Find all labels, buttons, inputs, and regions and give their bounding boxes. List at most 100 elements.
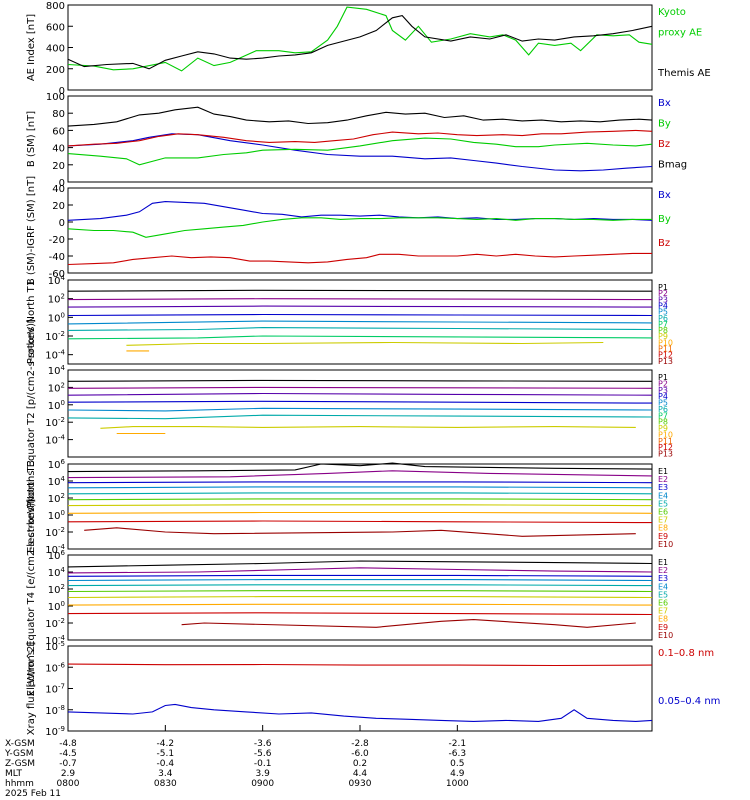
panel-6-series-e10 <box>84 527 636 537</box>
panel-5-legend-entry: P3 <box>658 386 668 395</box>
panel-4-series-p1 <box>67 289 653 292</box>
panel-4-legend-entry: P6 <box>658 314 668 323</box>
panel-5-legend-entry: P13 <box>658 450 673 459</box>
panel-3-ytick-label: 0 <box>59 218 65 229</box>
panel-7-ylabel: Electrons Equator T4 [e/(cm2-s-sr-keV)] <box>26 499 37 696</box>
panel-8-ylabel: Xray flux [W/m^2] <box>26 642 37 736</box>
panel-6-ytick-label: 106 <box>48 458 66 471</box>
panel-3-legend-entry: By <box>658 214 671 225</box>
panel-4-ylabel: Protons North T1 <box>26 280 37 364</box>
panel-2-series-by <box>67 137 653 166</box>
panel-6-ytick-label: 100 <box>48 509 65 522</box>
panel-1-series-kyoto-proxy-ae <box>67 6 653 72</box>
panel-6-series-e9 <box>67 520 653 524</box>
panel-6-series-e5 <box>67 492 653 495</box>
panel-1-ytick-label: 200 <box>46 65 65 76</box>
x-row-value: -5.6 <box>254 749 272 759</box>
panel-2-series-bx <box>67 133 653 172</box>
panel-3-series-by <box>67 217 652 238</box>
panel-5-series-p2 <box>67 386 653 389</box>
x-row-value: -4.5 <box>59 749 77 759</box>
x-row-label: MLT <box>5 769 23 779</box>
panel-7-series-e7 <box>67 596 653 599</box>
panel-2-legend-entry: Bmag <box>658 160 687 171</box>
panel-7-legend-entry: E4 <box>658 582 668 591</box>
panel-4-legend-entry: P11 <box>658 345 673 354</box>
panel-8-ytick-label: 10-7 <box>45 683 65 696</box>
panel-2-legend-entry: By <box>658 119 671 130</box>
panel-8-ytick-label: 10-9 <box>45 725 65 738</box>
panel-5-legend-entry: P7 <box>658 411 668 420</box>
panel-3-ytick-label: -40 <box>49 252 65 263</box>
panel-4-legend-entry: P13 <box>658 357 673 366</box>
panel-5-legend-entry: P5 <box>658 399 668 408</box>
panel-8-ytick-label: 10-5 <box>45 640 65 653</box>
panel-7-ytick-label: 100 <box>48 600 65 613</box>
panel-4-legend-entry: P8 <box>658 326 668 335</box>
panel-3-ylabel: B (SM)-IGRF (SM) [nT] <box>26 176 37 285</box>
panel-4-series-p3 <box>67 305 653 308</box>
panel-5-series-p4 <box>67 400 653 404</box>
panel-6-legend-entry: E4 <box>658 491 668 500</box>
panel-5-ytick-label: 104 <box>48 364 66 377</box>
panel-7-legend-entry: E7 <box>658 607 668 616</box>
panel-1-legend-entry: Themis AE <box>657 68 711 79</box>
panel-6-series-e6 <box>67 498 653 501</box>
panel-6-series-e3 <box>67 481 653 484</box>
x-row-value: 3.4 <box>158 769 173 779</box>
panel-1-legend-entry: Kyoto <box>658 7 686 18</box>
x-row-value: 4.4 <box>353 769 368 779</box>
panel-5-legend-entry: P12 <box>658 443 673 452</box>
x-row-label: X-GSM <box>5 739 35 749</box>
panel-7-legend-entry: E9 <box>658 623 668 632</box>
x-row-label: hhmm <box>5 779 34 789</box>
panel-6-frame <box>67 463 653 550</box>
panel-6-legend-entry: E7 <box>658 516 668 525</box>
panel-3-frame <box>67 187 653 274</box>
panel-7-legend-entry: E8 <box>658 615 668 624</box>
panel-7-ytick-label: 102 <box>48 583 65 596</box>
x-row-value: -3.6 <box>254 739 272 749</box>
panel-5-series-p5 <box>67 407 653 412</box>
panel-2-ylabel: B (SM) [nT] <box>26 111 37 167</box>
panel-6-legend-entry: E5 <box>658 499 668 508</box>
panel-4-legend-entry: P7 <box>658 320 668 329</box>
x-row-label: Z-GSM <box>5 759 35 769</box>
panel-5-frame <box>67 369 653 458</box>
panel-8-series-0-1-0-8-nm <box>67 663 653 667</box>
panel-5-legend-entry: P1 <box>658 373 668 382</box>
panel-5-ytick-label: 10-2 <box>45 416 65 429</box>
x-row-value: -2.1 <box>449 739 467 749</box>
x-row-value: 1000 <box>446 779 469 789</box>
x-row-value: -0.4 <box>157 759 175 769</box>
panel-3-ytick-label: -60 <box>49 269 65 280</box>
panel-7-ytick-label: 106 <box>48 549 66 562</box>
x-row-value: -2.8 <box>351 739 369 749</box>
panel-4-series-p7 <box>67 335 653 340</box>
panel-3-ytick-label: -20 <box>49 235 65 246</box>
panel-5-legend-entry: P4 <box>658 392 668 401</box>
panel-7-series-e5 <box>67 584 653 587</box>
panel-4-series-p5 <box>67 320 653 325</box>
panel-6-ytick-label: 104 <box>48 475 66 488</box>
panel-6-legend-entry: E3 <box>658 483 668 492</box>
panel-5-legend-entry: P8 <box>658 418 668 427</box>
panel-4-frame <box>67 279 653 365</box>
panel-6-series-e7 <box>67 504 653 507</box>
panel-5-ytick-label: 10-4 <box>45 434 65 447</box>
date-label: 2025 Feb 11 <box>5 789 61 799</box>
panel-6-legend-entry: E9 <box>658 532 668 541</box>
panel-7-legend-entry: E6 <box>658 599 668 608</box>
panel-5-series-p3 <box>67 392 653 396</box>
panel-4-ytick-label: 104 <box>48 274 66 287</box>
panel-1-ytick-label: 800 <box>46 1 65 12</box>
panel-2-frame <box>67 95 653 183</box>
panel-7-legend-entry: E5 <box>658 590 668 599</box>
x-row-value: -4.2 <box>157 739 175 749</box>
panel-2-legend-entry: Bx <box>658 98 671 109</box>
panel-5-ytick-label: 100 <box>48 399 65 412</box>
x-row-value: 2.9 <box>61 769 76 779</box>
panel-5-legend-entry: P11 <box>658 437 673 446</box>
panel-7-ytick-label: 10-2 <box>45 617 65 630</box>
panel-2-series-bmag <box>67 106 653 127</box>
